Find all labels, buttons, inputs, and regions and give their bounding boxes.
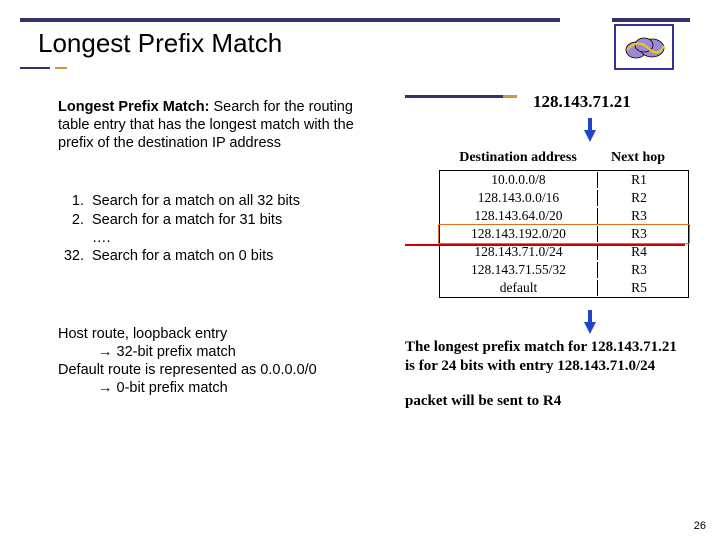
title-underline-accent [55, 67, 67, 69]
bottom-line-2: → 32-bit prefix match [98, 343, 388, 361]
arrow-down-1-head [584, 130, 596, 142]
cell-dest: 128.143.71.55/32 [440, 262, 598, 278]
steps-block: 1. Search for a match on all 32 bits 2. Se… [58, 192, 388, 265]
table-row: 10.0.0.0/8R1 [440, 171, 688, 189]
conclusion-p1: The longest prefix match for 128.143.71.… [405, 338, 685, 376]
cell-hop: R3 [598, 226, 680, 242]
cell-hop: R4 [598, 244, 680, 260]
cell-hop: R2 [598, 190, 680, 206]
step-1-num: 1. [58, 192, 84, 210]
arrow-down-2-head [584, 322, 596, 334]
title-underline-primary [20, 67, 50, 69]
bottom-block: Host route, loopback entry → 32-bit pref… [58, 325, 388, 398]
header-destination: Destination address [439, 150, 597, 166]
title-rule-right [612, 18, 690, 22]
table-row: 128.143.71.55/32R3 [440, 261, 688, 279]
cell-hop: R5 [598, 280, 680, 296]
step-ellipsis-pad [58, 229, 84, 247]
routing-table: Destination address Next hop 10.0.0.0/8R… [439, 150, 689, 298]
table-row: 128.143.64.0/20R3 [440, 207, 688, 225]
cell-hop: R3 [598, 208, 680, 224]
step-2-num: 2. [58, 211, 84, 229]
arrow-down-1-stem [588, 118, 592, 130]
arrow-down-2-stem [588, 310, 592, 322]
cell-hop: R3 [598, 262, 680, 278]
table-row: defaultR5 [440, 279, 688, 297]
right-rule-primary [405, 95, 503, 98]
header-nexthop: Next hop [597, 150, 679, 166]
conclusion-block: The longest prefix match for 128.143.71.… [405, 338, 685, 410]
cell-dest: 128.143.0.0/16 [440, 190, 598, 206]
step-2-text: Search for a match for 31 bits [92, 211, 282, 229]
cell-dest: 10.0.0.0/8 [440, 172, 598, 188]
table-row: 128.143.192.0/20R3 [440, 225, 688, 243]
right-rule-accent [503, 95, 517, 98]
routing-table-body: 10.0.0.0/8R1 128.143.0.0/16R2 128.143.64… [439, 170, 689, 298]
title-rule-left [20, 18, 560, 22]
target-ip: 128.143.71.21 [533, 92, 631, 112]
cell-dest: 128.143.71.0/24 [440, 244, 598, 260]
bottom-line-3: Default route is represented as 0.0.0.0/… [58, 361, 388, 379]
definition-block: Longest Prefix Match: Search for the rou… [58, 98, 388, 152]
network-icon [614, 24, 674, 70]
cell-hop: R1 [598, 172, 680, 188]
cell-dest: 128.143.64.0/20 [440, 208, 598, 224]
step-ellipsis: …. [92, 229, 111, 247]
bottom-line-4: → 0-bit prefix match [98, 379, 388, 397]
cell-dest: default [440, 280, 598, 296]
routing-table-header: Destination address Next hop [439, 150, 689, 170]
step-32-num: 32. [58, 247, 84, 265]
definition-lead: Longest Prefix Match: [58, 99, 209, 115]
red-divider-line [405, 244, 685, 246]
table-row: 128.143.0.0/16R2 [440, 189, 688, 207]
step-32-text: Search for a match on 0 bits [92, 247, 273, 265]
conclusion-p2: packet will be sent to R4 [405, 392, 685, 411]
left-column: Longest Prefix Match: Search for the rou… [58, 98, 388, 397]
bottom-line-1: Host route, loopback entry [58, 325, 388, 343]
step-1-text: Search for a match on all 32 bits [92, 192, 300, 210]
cell-dest: 128.143.192.0/20 [440, 226, 598, 242]
page-number: 26 [694, 520, 706, 532]
slide-title: Longest Prefix Match [38, 28, 282, 59]
